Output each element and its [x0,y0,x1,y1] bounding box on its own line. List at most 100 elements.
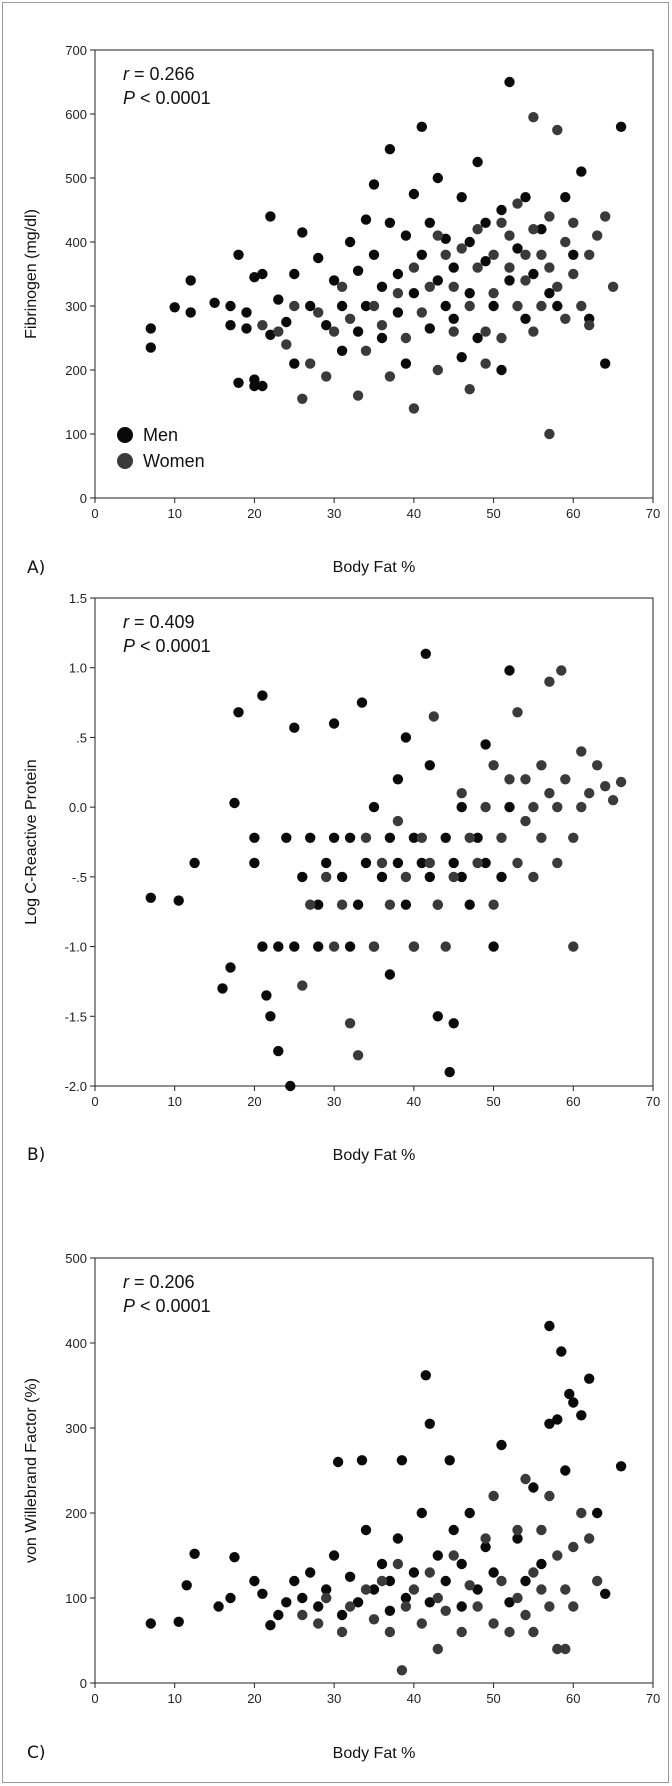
data-point [528,112,539,123]
data-point [512,1592,523,1604]
data-point [229,797,240,809]
data-point [376,281,388,292]
data-point [600,1588,611,1600]
data-point [584,320,595,331]
data-point [313,1618,324,1629]
data-point [512,1524,523,1536]
data-point [560,192,571,203]
data-point [432,1550,443,1561]
stat-r-value: = 0.206 [129,1272,195,1292]
data-point [472,224,483,235]
x-tick-label: 40 [407,1094,421,1109]
x-tick-label: 30 [327,506,341,521]
data-point [400,1592,412,1604]
y-tick-label: -1.5 [65,1009,87,1024]
data-point [536,249,547,260]
data-point [384,1605,396,1617]
data-point [384,1626,396,1638]
data-point [281,316,292,328]
data-point [305,300,316,312]
data-point [289,358,300,369]
data-point [249,857,260,869]
data-point [273,326,284,337]
y-axis-title: Fibrinogen (mg/dl) [23,209,40,339]
data-point [560,774,571,785]
y-tick-label: -.5 [72,870,87,885]
data-point [281,1597,292,1608]
data-point [173,1616,184,1628]
data-point [297,871,308,883]
x-tick-label: 60 [566,506,580,521]
data-point [496,332,507,344]
data-point [368,1584,380,1595]
data-point [257,941,268,952]
data-point [189,1548,200,1560]
data-point [241,323,252,334]
data-point [384,969,396,980]
data-point [528,1626,539,1638]
data-point [448,313,459,324]
data-point [376,320,388,331]
data-point [332,1456,344,1468]
x-tick-label: 40 [407,506,421,521]
y-axis-title: Log C-Reactive Protein [23,759,40,924]
data-point [392,1533,404,1544]
data-point [512,300,523,312]
data-point [576,746,587,757]
data-point [432,230,443,241]
data-point [504,665,515,676]
data-point [408,941,420,952]
data-point [472,857,483,869]
legend-marker-men [117,427,133,443]
data-point [344,941,356,952]
data-point [416,857,427,869]
stat-r-symbol: r [123,612,130,632]
stat-r-value: = 0.266 [129,64,195,84]
x-tick-label: 0 [91,1691,98,1706]
stat-p: P < 0.0001 [123,88,211,108]
y-tick-label: -2.0 [65,1079,87,1094]
y-tick-label: 0 [80,491,87,506]
data-point [376,332,388,344]
data-point [336,345,348,356]
data-point [480,358,491,369]
stat-p: P < 0.0001 [123,636,211,656]
data-point [352,326,364,337]
data-point [568,1397,579,1408]
data-point [384,144,396,155]
data-point [424,857,435,869]
data-point [336,281,348,292]
data-point [344,832,356,843]
y-tick-label: 0 [80,1676,87,1691]
data-point [424,281,435,292]
data-point [444,1455,455,1466]
data-point [360,857,372,869]
y-tick-label: 700 [65,43,87,58]
data-point [464,288,475,299]
data-point [544,1490,555,1502]
data-point [145,1618,156,1629]
data-point [328,326,340,337]
data-point [396,1665,408,1676]
data-point [488,1490,499,1502]
data-point [281,832,292,843]
data-point [592,1507,603,1519]
data-point [456,1558,467,1570]
stat-p-symbol: P [123,88,135,108]
data-point [313,899,324,910]
stat-p: P < 0.0001 [123,1296,211,1316]
data-point [185,307,196,318]
data-point [416,832,427,843]
x-tick-label: 30 [327,1691,341,1706]
series-men [145,648,515,1092]
data-point [233,377,244,388]
y-tick-label: -1.0 [65,940,87,955]
data-point [209,297,220,308]
data-point [464,899,475,910]
data-point [520,774,531,785]
data-point [464,1580,475,1591]
data-point [328,718,340,729]
data-point [360,300,372,312]
x-tick-label: 60 [566,1691,580,1706]
data-point [281,339,292,350]
